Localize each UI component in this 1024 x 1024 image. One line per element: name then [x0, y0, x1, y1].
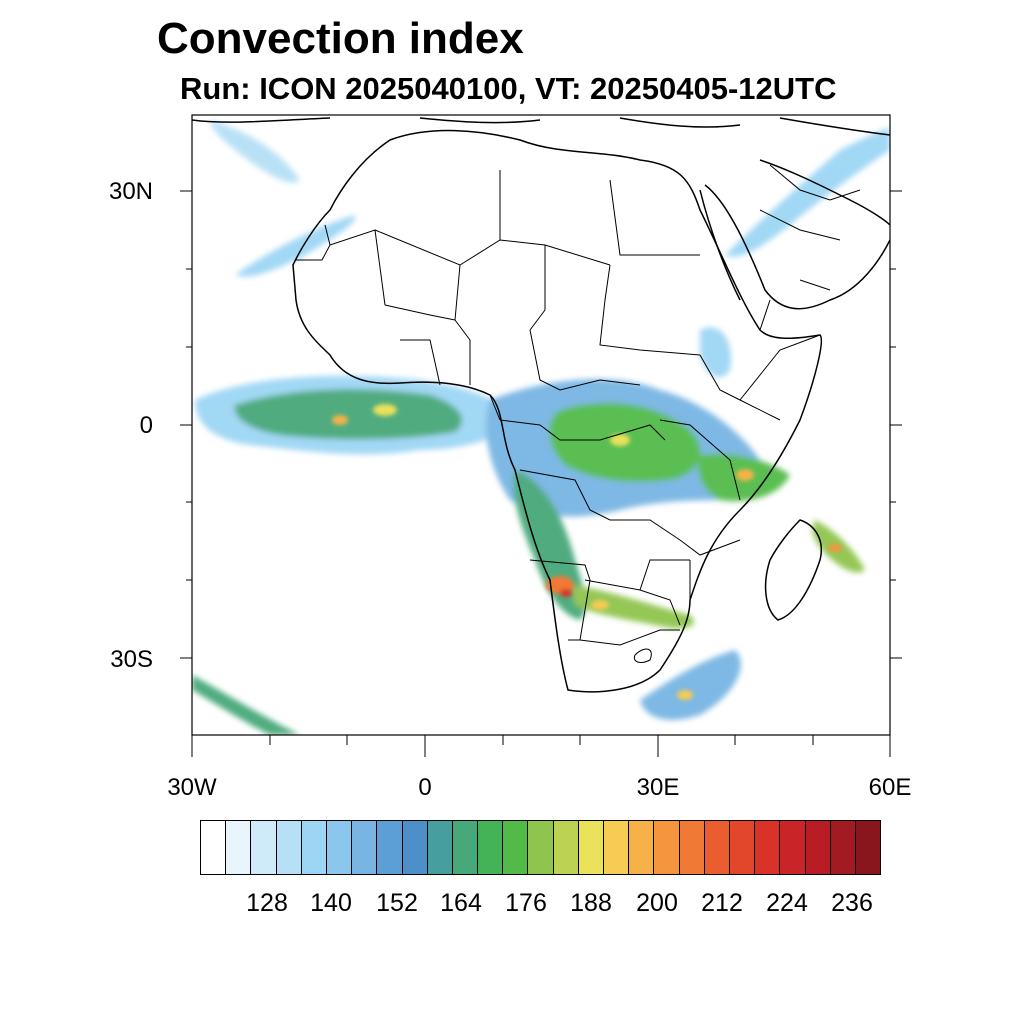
border-congo — [499, 419, 666, 441]
colorbar-label-140: 140 — [310, 889, 352, 917]
border-middle-east — [759, 164, 861, 291]
colorbar-label-188: 188 — [570, 889, 612, 917]
border-tanzania-mozambique — [679, 539, 741, 600]
colorbar-cell — [528, 821, 554, 874]
coastlines — [192, 117, 890, 693]
convection-field — [192, 120, 890, 735]
field-sw-indian-ocean — [640, 650, 741, 720]
peak-botswana — [591, 600, 609, 610]
colorbar-cell — [377, 821, 403, 874]
colorbar-cell — [553, 821, 579, 874]
axis-ticks — [180, 190, 902, 757]
border-west-sahara — [295, 224, 386, 306]
lon-label-30w: 30W — [167, 774, 217, 801]
colorbar-cell — [729, 821, 756, 874]
peak-madagascar — [828, 544, 842, 552]
colorbar-cell — [654, 821, 680, 874]
colorbar-cell — [830, 821, 856, 874]
colorbar-cell — [478, 821, 504, 874]
lat-label-0: 0 — [139, 412, 153, 439]
colorbar-cell — [452, 821, 479, 874]
border-horn — [739, 299, 821, 401]
chart-title: Convection index — [157, 14, 524, 63]
colorbar-label-224: 224 — [766, 889, 808, 917]
madagascar-coastline — [764, 519, 822, 621]
border-lesotho — [633, 648, 652, 663]
arabia-coastline — [704, 159, 890, 310]
lon-label-0: 0 — [418, 774, 432, 801]
colorbar-label-236: 236 — [831, 889, 873, 917]
lat-label-30n: 30N — [108, 178, 153, 205]
border-niger-chad — [454, 244, 611, 331]
colorbar-cell — [326, 821, 353, 874]
colorbar-cell — [352, 821, 378, 874]
peak-sw-indian — [677, 690, 693, 700]
colorbar-cell — [604, 821, 630, 874]
colorbar-cell — [201, 821, 227, 874]
field-gulf-aden — [700, 327, 731, 378]
country-borders — [295, 164, 861, 663]
caspian-red-sea — [699, 189, 741, 301]
colorbar-label-152: 152 — [376, 889, 418, 917]
africa-coastline — [292, 129, 823, 693]
lon-label-60e: 60E — [868, 774, 912, 801]
colorbar-label-164: 164 — [440, 889, 482, 917]
field-south-atlantic-streak — [192, 675, 300, 735]
border-algeria-mali — [374, 229, 546, 266]
mediterranean-north-coast — [192, 117, 890, 136]
lat-label-30s: 30S — [110, 646, 153, 673]
border-drc-angola — [519, 469, 681, 541]
colorbar-cell — [251, 821, 277, 874]
peak-atlantic — [373, 404, 397, 416]
peak-atlantic-2 — [332, 415, 348, 425]
colorbar-label-176: 176 — [505, 889, 547, 917]
colorbar-cell — [578, 821, 604, 874]
border-southern-africa — [529, 559, 690, 641]
colorbar — [200, 820, 881, 875]
colorbar-cell — [704, 821, 730, 874]
colorbar-cell — [301, 821, 327, 874]
colorbar-cell — [629, 821, 655, 874]
peak-east-africa — [736, 469, 754, 481]
colorbar-cell — [402, 821, 428, 874]
colorbar-cell — [226, 821, 252, 874]
colorbar-cell — [755, 821, 781, 874]
colorbar-cell — [679, 821, 705, 874]
lon-label-30e: 30E — [636, 774, 680, 801]
chart-subtitle: Run: ICON 2025040100, VT: 20250405-12UTC — [180, 71, 837, 106]
colorbar-cell — [855, 821, 881, 874]
field-nw-corner — [210, 120, 300, 183]
border-south-africa — [579, 629, 680, 646]
border-sudan — [599, 264, 701, 356]
border-east-africa — [659, 354, 781, 501]
field-sahara-streak — [235, 215, 356, 277]
peak-namibia-core — [560, 589, 572, 597]
field-equatorial-atlantic-inner — [234, 389, 462, 440]
colorbar-cell — [780, 821, 806, 874]
colorbar-cell — [503, 821, 529, 874]
colorbar-cell — [427, 821, 453, 874]
field-botswana-band — [570, 585, 694, 629]
border-cameroon-car — [489, 329, 641, 421]
colorbar-label-200: 200 — [636, 889, 678, 917]
colorbar-cell — [276, 821, 302, 874]
border-libya-egypt — [499, 170, 700, 256]
colorbar-label-128: 128 — [246, 889, 288, 917]
peak-congo — [610, 434, 630, 446]
border-west-africa — [384, 304, 471, 386]
colorbar-label-212: 212 — [701, 889, 743, 917]
colorbar-cell — [805, 821, 831, 874]
